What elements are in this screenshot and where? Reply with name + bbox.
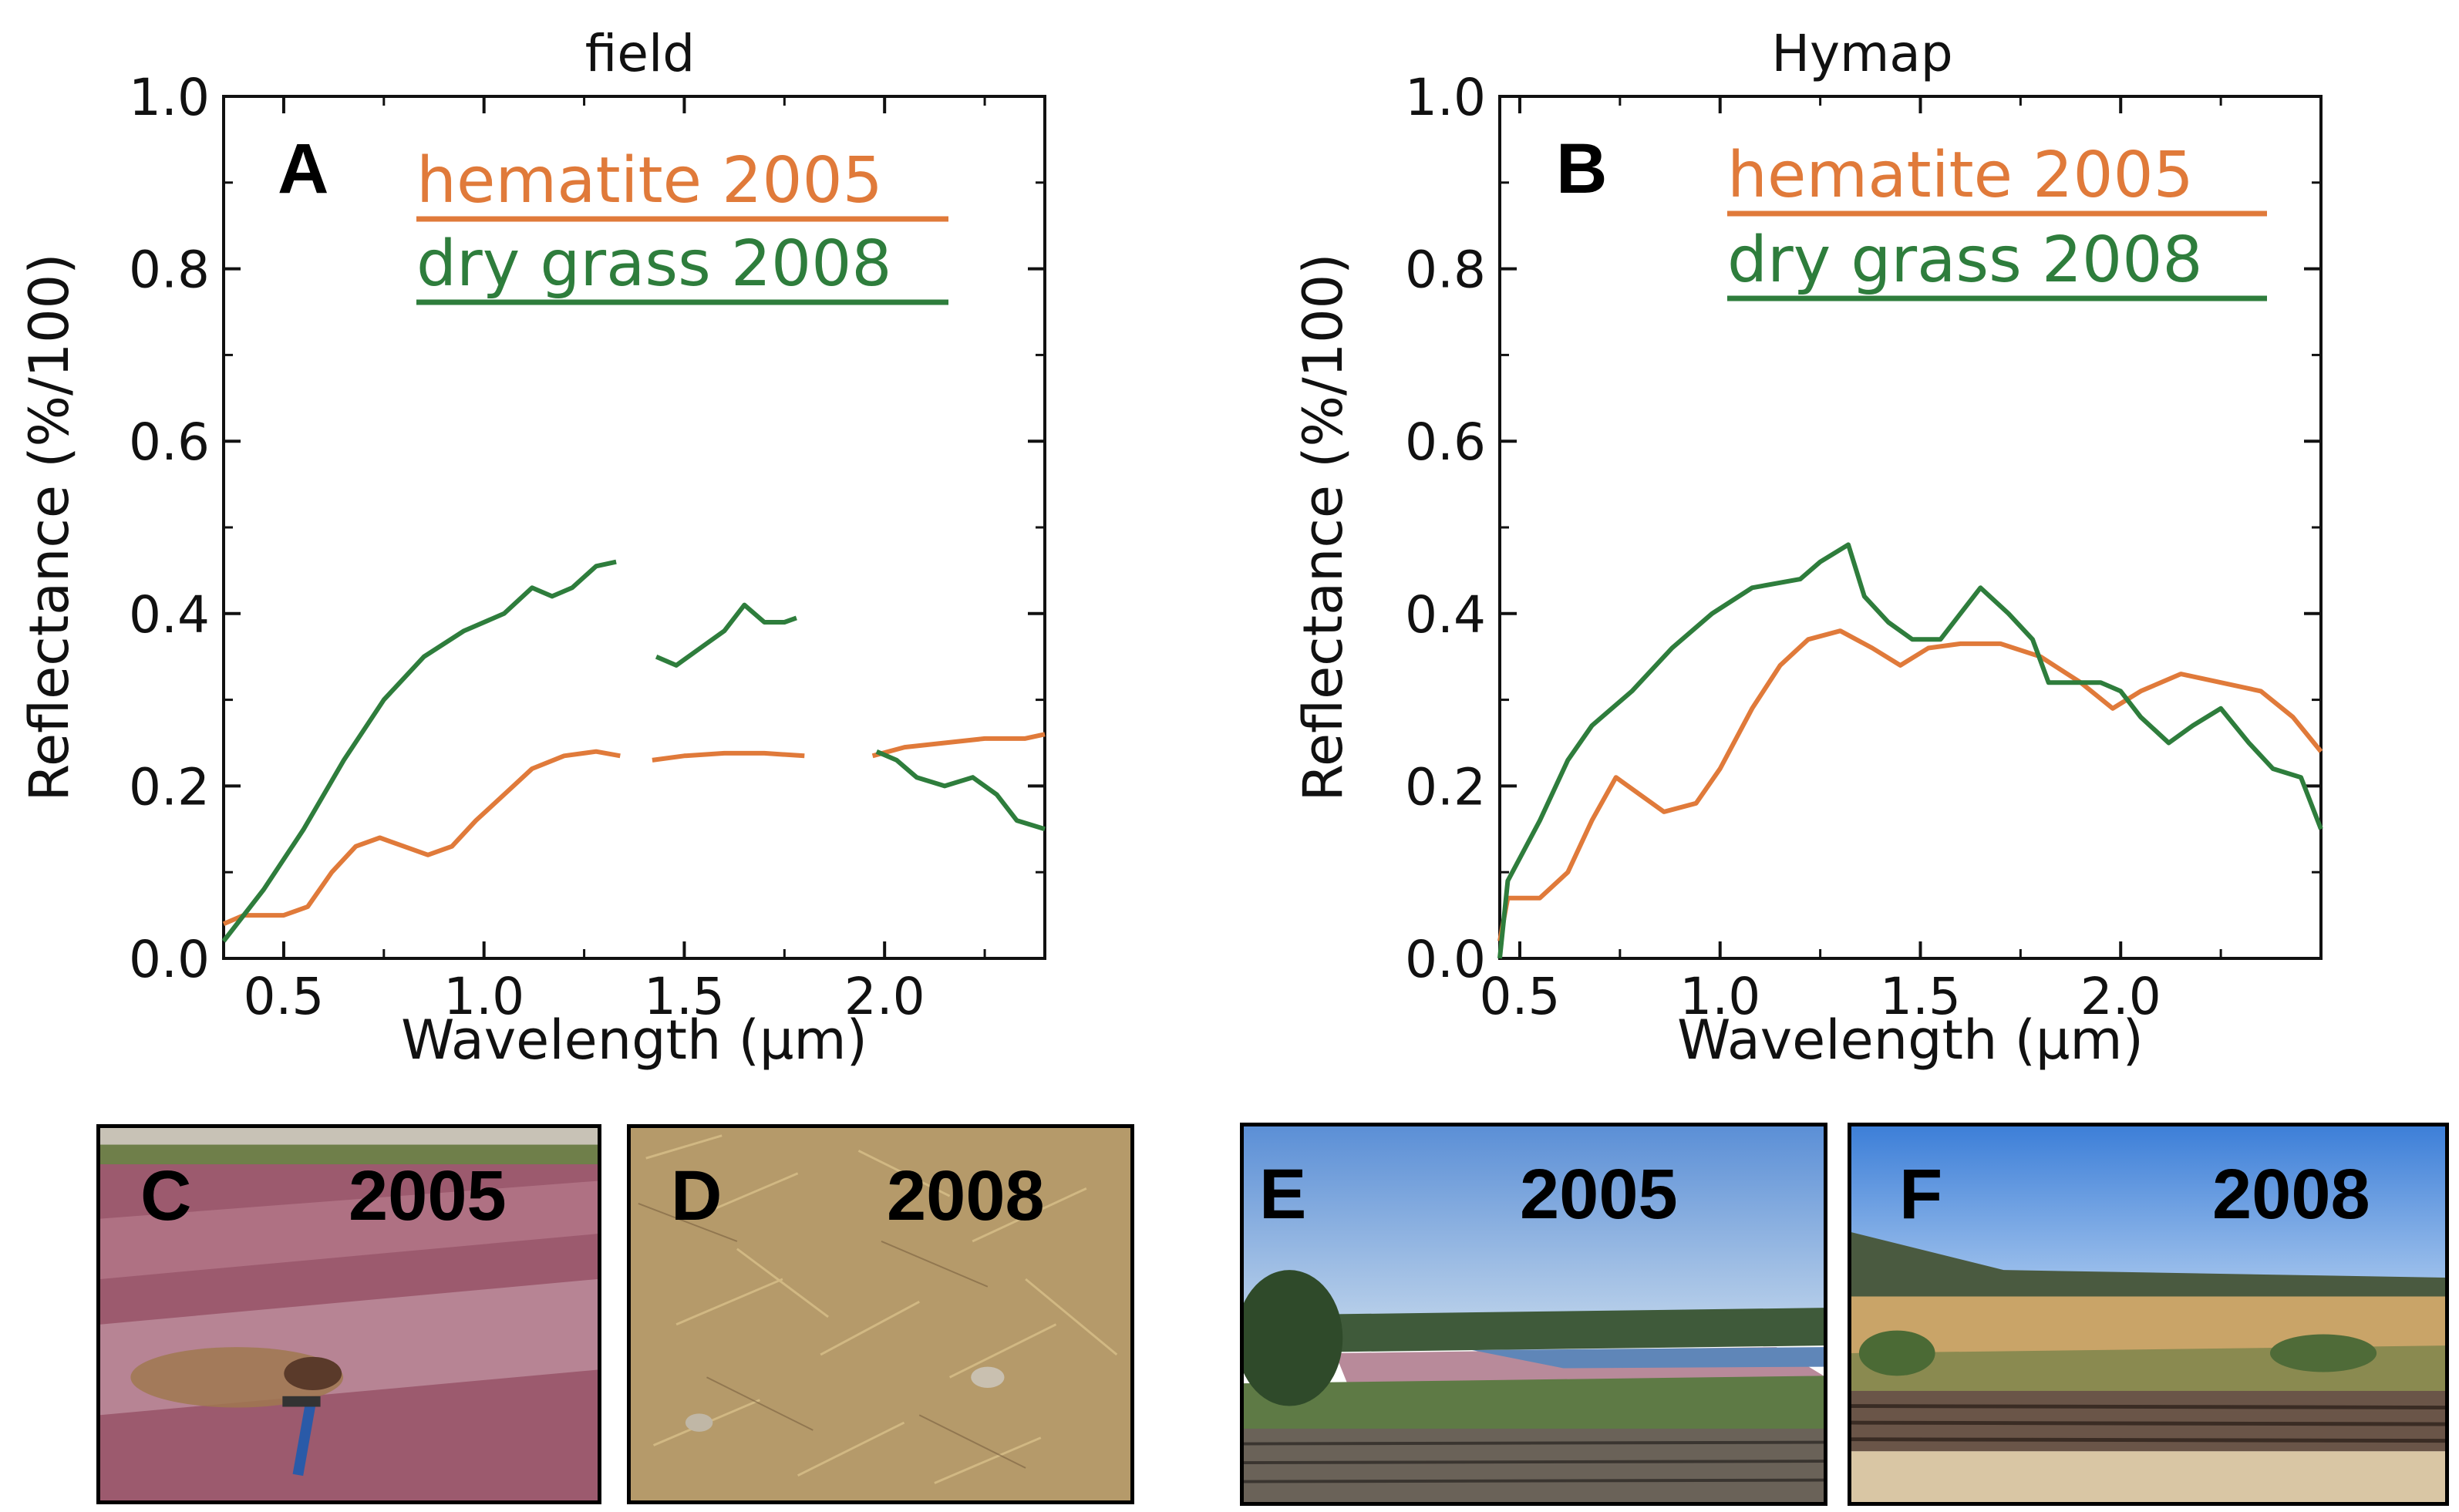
photo-d-year: 2008 xyxy=(887,1157,1045,1235)
chart-a-xtick-label: 1.0 xyxy=(443,967,524,1026)
chart-a-series-dry-grass-line xyxy=(221,559,617,943)
photo-c-letter: C xyxy=(140,1157,192,1235)
chart-b-ytick-label: 0.6 xyxy=(1405,413,1486,472)
chart-b-xtick-label: 1.5 xyxy=(1880,967,1961,1026)
photo-d: D 2008 xyxy=(627,1124,1134,1504)
chart-a-series-hematite-line xyxy=(871,732,1046,759)
chart-a-ylabel: Reflectance (%/100) xyxy=(18,253,81,801)
photo-f: F 2008 xyxy=(1848,1123,2449,1506)
photo-c-image xyxy=(100,1128,598,1500)
chart-b-legend-label-hematite: hematite 2005 xyxy=(1727,139,2194,212)
chart-b-xtick-label: 0.5 xyxy=(1479,967,1560,1026)
chart-b-ytick-label: 0.0 xyxy=(1405,930,1486,989)
chart-b-ytick-label: 0.2 xyxy=(1405,757,1486,817)
chart-b-xlabel: Wavelength (μm) xyxy=(1677,1009,2144,1072)
chart-a-ytick-label: 0.8 xyxy=(129,241,210,300)
chart-a-series-hematite-line xyxy=(222,749,621,927)
chart-b-title: Hymap xyxy=(1771,24,1952,83)
chart-b-ytick-label: 0.8 xyxy=(1405,241,1486,300)
chart-a-xtick-label: 0.5 xyxy=(243,967,324,1026)
chart-a-frame xyxy=(222,95,1046,960)
chart-a-xtick-label: 2.0 xyxy=(844,967,925,1026)
chart-a-ytick-label: 0.4 xyxy=(129,585,210,645)
photo-e-letter: E xyxy=(1259,1155,1307,1234)
chart-a-legend-label-hematite: hematite 2005 xyxy=(416,144,883,217)
chart-a-title: field xyxy=(585,24,695,83)
chart-a-ytick-label: 0.0 xyxy=(129,930,210,989)
photo-e-image xyxy=(1244,1126,1824,1502)
chart-b-ytick-label: 0.4 xyxy=(1405,585,1486,645)
chart-b-legend-label-dry-grass: dry grass 2008 xyxy=(1727,224,2203,297)
photo-d-image xyxy=(631,1128,1130,1500)
chart-b-ytick-label: 1.0 xyxy=(1405,68,1486,127)
photo-f-year: 2008 xyxy=(2212,1155,2370,1234)
chart-b-series-hematite-line xyxy=(1497,628,2323,942)
chart-b-xtick-label: 1.0 xyxy=(1679,967,1760,1026)
chart-a-ytick-label: 0.6 xyxy=(129,413,210,472)
chart-a-series-hematite-line xyxy=(652,750,805,763)
chart-b-xtick-label: 2.0 xyxy=(2080,967,2161,1026)
photo-f-image xyxy=(1851,1126,2445,1502)
chart-a-legend-label-dry-grass: dry grass 2008 xyxy=(416,227,892,301)
chart-a-panel-letter: A xyxy=(278,130,328,208)
photo-c: C 2005 xyxy=(96,1124,601,1504)
photo-c-year: 2005 xyxy=(349,1157,507,1235)
chart-a-series-dry-grass-line xyxy=(875,749,1046,832)
chart-a-series-dry-grass-line xyxy=(655,602,797,668)
chart-b-panel-letter: B xyxy=(1556,130,1607,208)
chart-b-ylabel: Reflectance (%/100) xyxy=(1292,253,1355,801)
chart-a-xtick-label: 1.5 xyxy=(644,967,725,1026)
chart-a-ytick-label: 1.0 xyxy=(129,68,210,127)
chart-a-xlabel: Wavelength (μm) xyxy=(401,1009,867,1072)
chart-b-frame xyxy=(1498,95,2323,960)
photo-e-year: 2005 xyxy=(1520,1155,1678,1234)
photo-f-letter: F xyxy=(1899,1155,1943,1234)
chart-a-ytick-label: 0.2 xyxy=(129,757,210,817)
photo-d-letter: D xyxy=(671,1157,723,1235)
photo-e: E 2005 xyxy=(1240,1123,1827,1506)
chart-b-series-dry-grass-line xyxy=(1497,542,2323,959)
